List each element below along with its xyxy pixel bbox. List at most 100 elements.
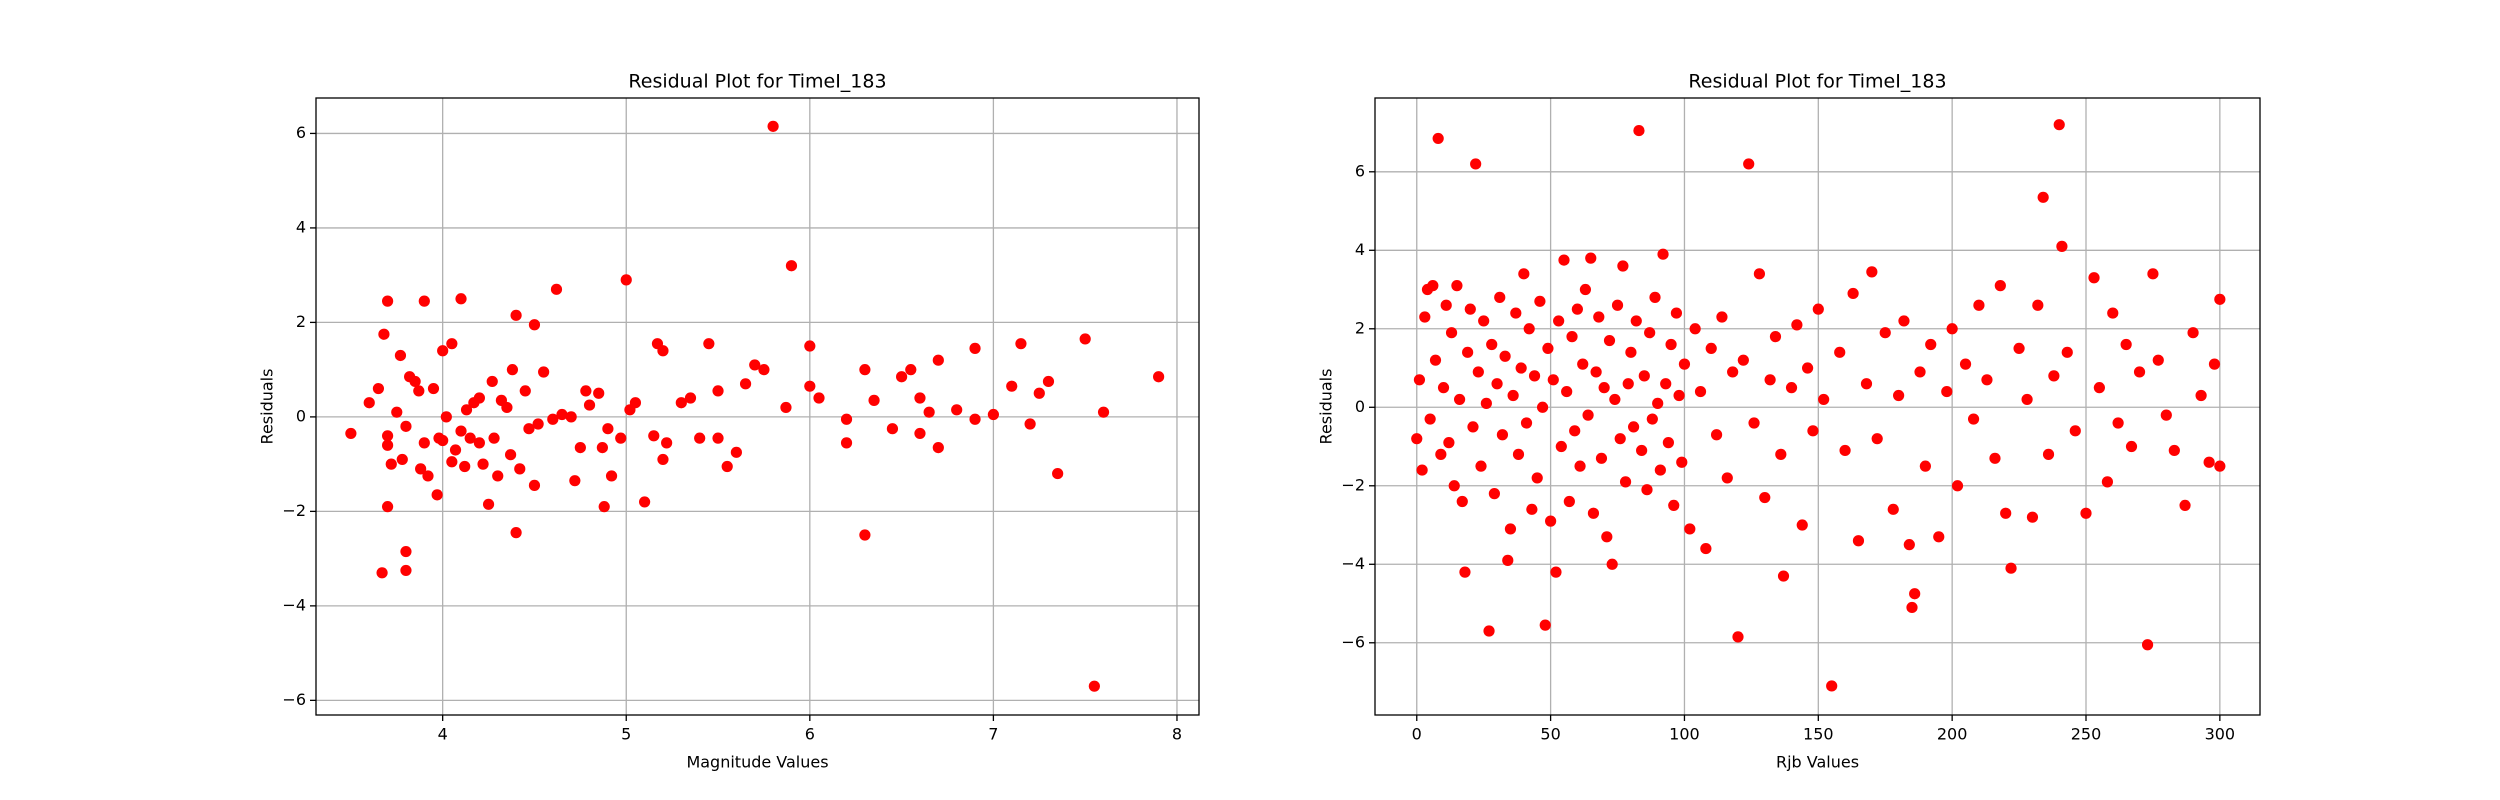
point [1453, 393, 1466, 406]
point [449, 444, 462, 456]
point [1464, 303, 1476, 315]
point [1914, 366, 1926, 378]
point [2093, 382, 2105, 394]
point [1981, 374, 1993, 386]
point [1665, 338, 1677, 351]
x-tick-label: 5 [621, 725, 631, 744]
point [1515, 362, 1527, 374]
point [721, 460, 733, 473]
point [859, 529, 871, 541]
point [1959, 358, 1972, 370]
point [1989, 452, 2001, 464]
point [550, 283, 563, 295]
point [2088, 272, 2100, 284]
point [1951, 480, 1964, 492]
point [840, 413, 853, 425]
point [1579, 283, 1592, 296]
point [372, 382, 385, 395]
x-tick-label: 8 [1172, 725, 1182, 744]
point [1042, 375, 1055, 388]
point [914, 392, 926, 404]
point [1906, 601, 1918, 614]
point [620, 274, 632, 286]
point [859, 364, 871, 376]
point [437, 345, 449, 357]
point [1933, 531, 1945, 543]
point [1467, 421, 1479, 433]
point [1700, 542, 1712, 555]
point [896, 371, 908, 383]
point [1753, 268, 1766, 280]
point [1689, 323, 1701, 335]
point [1488, 488, 1500, 500]
point [394, 349, 407, 362]
point [2021, 393, 2033, 406]
point [2026, 511, 2039, 523]
point [2048, 370, 2060, 382]
point [1451, 280, 1463, 292]
point [749, 359, 761, 371]
point [1644, 327, 1656, 339]
point [1440, 299, 1452, 311]
point [547, 413, 559, 425]
point [1710, 429, 1723, 441]
point [2152, 354, 2164, 366]
point [1432, 132, 1444, 145]
point [1668, 499, 1680, 512]
point [482, 498, 495, 510]
point [1448, 480, 1460, 492]
point [602, 423, 614, 435]
point [1590, 366, 1602, 378]
x-tick-label: 4 [438, 725, 448, 744]
point [378, 328, 390, 340]
point [422, 470, 434, 482]
point [1561, 385, 1573, 398]
point [2187, 327, 2199, 339]
point [459, 460, 471, 473]
point [486, 375, 498, 388]
point [1727, 366, 1739, 378]
point [1807, 425, 1819, 437]
point [657, 345, 669, 357]
point [1486, 338, 1498, 351]
point [1852, 535, 1865, 547]
point [2080, 507, 2092, 519]
point [376, 567, 388, 579]
point [639, 496, 651, 508]
y-axis-label: Residuals [1317, 369, 1336, 445]
point [556, 408, 568, 421]
point [409, 375, 421, 388]
point [1419, 311, 1431, 323]
point [532, 418, 544, 430]
point [1871, 433, 1883, 445]
point [1427, 280, 1439, 292]
point [1614, 433, 1626, 445]
point [661, 437, 673, 449]
point [598, 501, 610, 513]
point [987, 408, 999, 421]
y-tick-label: −4 [282, 595, 306, 614]
x-tick-label: 6 [805, 725, 815, 744]
point [501, 401, 513, 414]
point [1630, 315, 1642, 327]
point [519, 385, 531, 397]
point [427, 382, 440, 395]
point [1743, 158, 1755, 170]
point [565, 411, 577, 423]
point [1593, 311, 1605, 323]
point [1609, 393, 1621, 406]
point [2056, 240, 2068, 252]
point [1502, 554, 1514, 566]
point [2069, 425, 2081, 437]
point [1919, 460, 1931, 472]
point [381, 430, 394, 442]
y-axis-label: Residuals [258, 369, 277, 445]
point [1435, 448, 1447, 460]
point [1860, 378, 1873, 390]
point [1673, 389, 1685, 402]
point [1654, 464, 1666, 476]
y-tick-label: 4 [296, 217, 306, 236]
point [345, 427, 357, 440]
point [1587, 507, 1600, 519]
